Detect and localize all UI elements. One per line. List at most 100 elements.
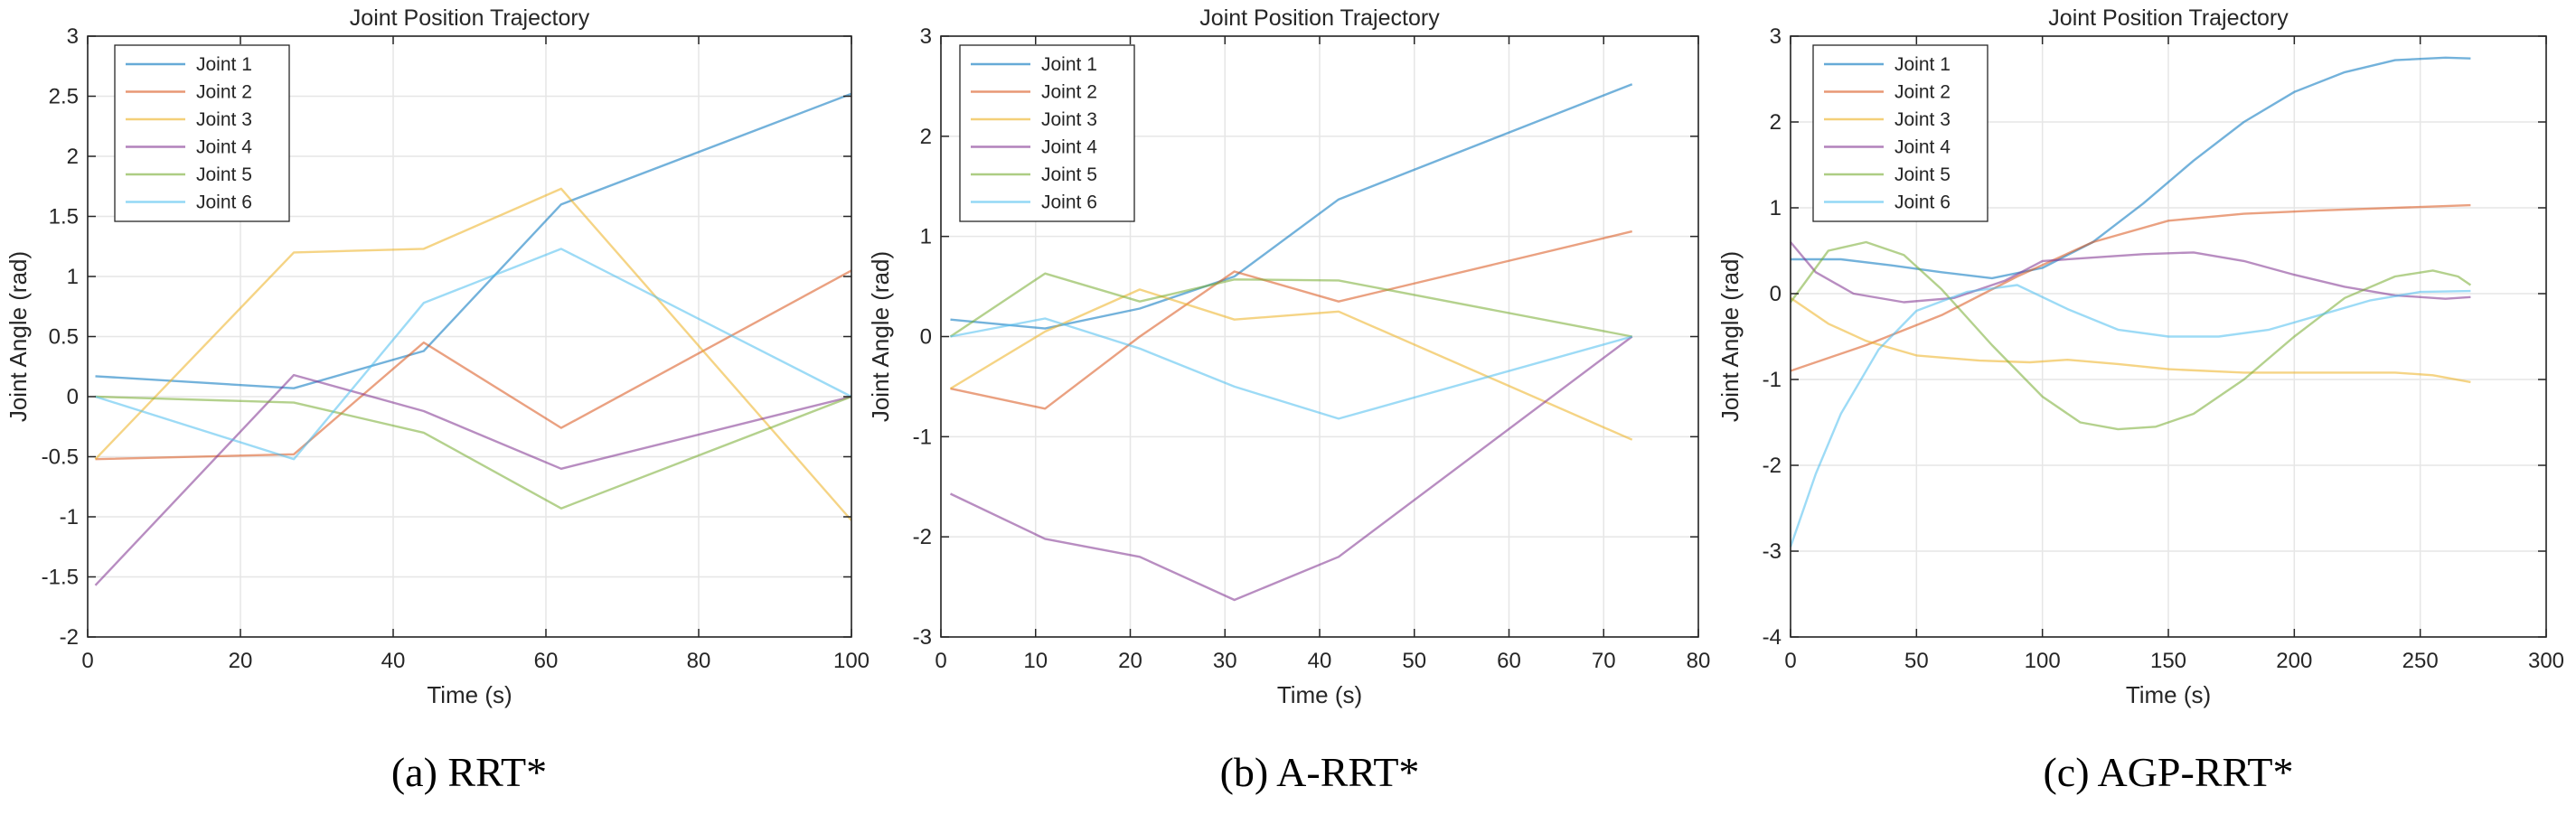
y-tick-label: 1 <box>1770 196 1782 220</box>
y-axis-label: Joint Angle (rad) <box>867 251 894 422</box>
legend-label-joint-1: Joint 1 <box>1041 54 1097 75</box>
chart-title: Joint Position Trajectory <box>350 5 590 31</box>
legend-label-joint-4: Joint 4 <box>1894 137 1951 158</box>
legend-label-joint-1: Joint 1 <box>196 54 252 75</box>
x-tick-label: 30 <box>1213 649 1237 673</box>
x-tick-label: 20 <box>229 649 253 673</box>
x-tick-label: 50 <box>1904 649 1929 673</box>
series-line-joint-2 <box>95 269 852 461</box>
legend-label-joint-6: Joint 6 <box>196 192 252 213</box>
chart-caption: (b) A-RRT* <box>1220 749 1420 795</box>
y-tick-label: -1 <box>60 505 79 529</box>
series-line-joint-4 <box>1790 241 2471 304</box>
y-axis-label: Joint Angle (rad) <box>1716 251 1744 422</box>
y-tick-label: -3 <box>913 625 932 650</box>
legend-box <box>114 44 290 222</box>
series-line-joint-5 <box>1790 240 2472 431</box>
x-tick-label: 60 <box>1497 649 1521 673</box>
legend-label-joint-6: Joint 6 <box>1894 192 1951 213</box>
series-line-joint-6 <box>950 317 1633 420</box>
y-tick-label: 0.5 <box>49 325 79 350</box>
x-tick-label: 150 <box>2150 649 2186 673</box>
y-tick-label: 1 <box>920 225 932 249</box>
x-tick-label: 60 <box>534 649 559 673</box>
y-tick-label: 3 <box>1770 24 1782 49</box>
y-axis-label: Joint Angle (rad) <box>5 251 32 422</box>
chart-panel-3: 0 50 100 150 200 250 300 -4 -3 -2 -1 0 1 2 3 Joint Posi… <box>1716 5 2564 795</box>
legend-label-joint-4: Joint 4 <box>1041 137 1097 158</box>
series-line-joint-1 <box>950 83 1633 330</box>
y-tick-label: -1 <box>913 425 932 449</box>
y-tick-label: 1 <box>67 265 79 289</box>
y-tick-label: 0 <box>67 385 79 409</box>
x-tick-label: 100 <box>2025 649 2061 673</box>
y-tick-label: 3 <box>920 24 932 49</box>
legend-label-joint-6: Joint 6 <box>1041 192 1097 213</box>
series-line-joint-5 <box>949 272 1632 338</box>
x-tick-label: 70 <box>1592 649 1616 673</box>
y-tick-label: -3 <box>1763 539 1782 564</box>
legend-label-joint-1: Joint 1 <box>1894 54 1951 75</box>
legend-box <box>959 44 1135 222</box>
x-tick-label: 10 <box>1023 649 1048 673</box>
chart-caption: (a) RRT* <box>391 749 547 795</box>
y-tick-label: 2 <box>920 125 932 149</box>
y-tick-label: -1 <box>1763 368 1782 392</box>
chart-caption: (c) AGP-RRT* <box>2043 749 2293 795</box>
y-tick-label: 0 <box>920 325 932 350</box>
x-tick-label: 50 <box>1402 649 1426 673</box>
legend-label-joint-2: Joint 2 <box>1041 82 1097 103</box>
series-line-joint-6 <box>1789 284 2471 548</box>
legend-box <box>1812 44 1988 222</box>
legend-label-joint-2: Joint 2 <box>1894 82 1951 103</box>
legend: Joint 1 Joint 2 Joint 3 Joint 4 Joint 5 Joint… <box>1812 44 1988 222</box>
legend-label-joint-3: Joint 3 <box>1894 109 1951 130</box>
y-tick-label: -4 <box>1763 625 1782 650</box>
y-tick-label: 2 <box>67 145 79 169</box>
legend-label-joint-3: Joint 3 <box>196 109 252 130</box>
x-tick-label: 0 <box>1784 649 1796 673</box>
chart-panel-1: 0 20 40 60 80 100 -2 -1.5 -1 -0.5 0 0.5 1 1.5 2 2.5 3 Joi… <box>5 5 870 795</box>
x-axis-label: Time (s) <box>1277 681 1362 708</box>
y-tick-label: -0.5 <box>42 445 79 470</box>
x-axis-label: Time (s) <box>2126 681 2211 708</box>
legend-label-joint-5: Joint 5 <box>196 164 252 185</box>
series-line-joint-4 <box>949 335 1633 602</box>
y-tick-label: -2 <box>1763 454 1782 478</box>
y-tick-label: 2 <box>1770 110 1782 135</box>
x-tick-label: 40 <box>381 649 406 673</box>
legend: Joint 1 Joint 2 Joint 3 Joint 4 Joint 5 Joint… <box>959 44 1135 222</box>
x-tick-label: 20 <box>1118 649 1142 673</box>
legend-label-joint-3: Joint 3 <box>1041 109 1097 130</box>
x-tick-label: 0 <box>81 649 93 673</box>
legend: Joint 1 Joint 2 Joint 3 Joint 4 Joint 5 Joint… <box>114 44 290 222</box>
y-tick-label: -2 <box>60 625 79 650</box>
chart-title: Joint Position Trajectory <box>1199 5 1440 31</box>
x-tick-label: 40 <box>1308 649 1332 673</box>
x-tick-label: 300 <box>2528 649 2564 673</box>
chart-title: Joint Position Trajectory <box>2048 5 2289 31</box>
x-tick-label: 80 <box>1687 649 1711 673</box>
series-line-joint-3 <box>949 288 1633 441</box>
y-tick-label: -2 <box>913 525 932 549</box>
x-tick-label: 250 <box>2402 649 2439 673</box>
series-line-joint-5 <box>95 395 852 510</box>
legend-label-joint-2: Joint 2 <box>196 82 252 103</box>
series-line-joint-4 <box>94 373 852 586</box>
x-tick-label: 100 <box>833 649 870 673</box>
x-axis-label: Time (s) <box>427 681 512 708</box>
x-tick-label: 200 <box>2276 649 2312 673</box>
legend-label-joint-5: Joint 5 <box>1894 164 1951 185</box>
y-tick-label: -1.5 <box>42 566 79 590</box>
legend-label-joint-4: Joint 4 <box>196 137 252 158</box>
series-line-joint-6 <box>95 248 852 461</box>
series-line-joint-1 <box>1791 56 2471 280</box>
y-tick-label: 0 <box>1770 282 1782 306</box>
series-line-joint-1 <box>95 92 852 389</box>
x-tick-label: 80 <box>687 649 711 673</box>
chart-panel-2: 0 10 20 30 40 50 60 70 80 -3 -2 -1 0 1 2 3 Joint Positio… <box>867 5 1710 795</box>
legend-label-joint-5: Joint 5 <box>1041 164 1097 185</box>
series-line-joint-3 <box>1790 296 2471 384</box>
series-line-joint-2 <box>1790 203 2471 372</box>
